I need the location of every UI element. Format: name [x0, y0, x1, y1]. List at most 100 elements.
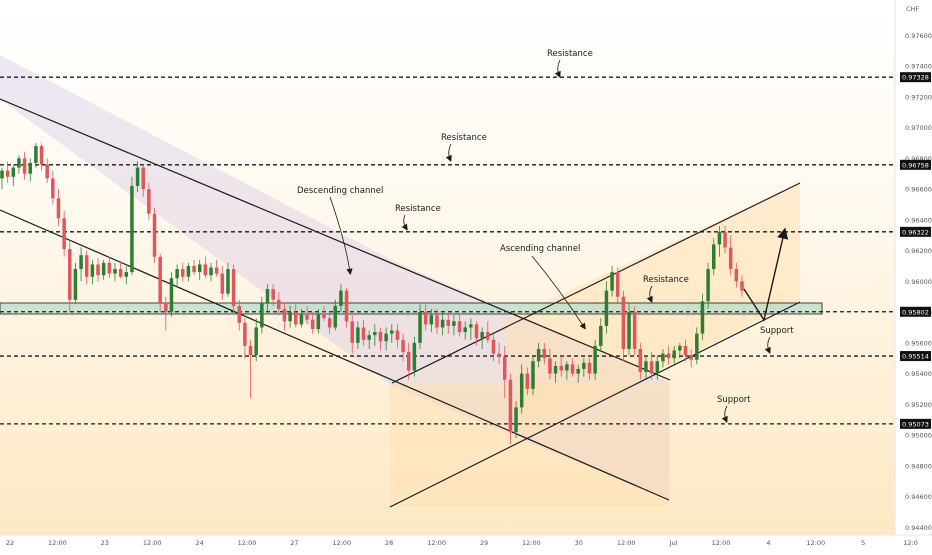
candle: [5, 161, 10, 183]
candle-body: [700, 301, 705, 334]
projection-arrow: [743, 227, 789, 322]
candle: [378, 327, 383, 351]
time-axis[interactable]: 22 12:00 23 12:00 24 12:00 27 12:00 28 12:00 29 12:…: [6, 539, 918, 547]
candle-body: [56, 198, 61, 219]
price-tick-label: 0.94600: [905, 493, 932, 501]
candle-body: [293, 312, 298, 325]
candle-body: [113, 269, 117, 274]
candle: [700, 293, 705, 340]
candle: [220, 265, 225, 300]
candle-body: [79, 255, 83, 270]
candle: [412, 336, 417, 377]
candle-body: [599, 325, 603, 346]
candle-body: [243, 322, 247, 346]
candle-body: [384, 333, 388, 342]
candle: [181, 262, 185, 282]
candle-body: [101, 262, 106, 276]
candle-body: [638, 348, 643, 373]
candle: [502, 345, 507, 399]
candle-body: [220, 273, 225, 294]
level-price-label: 0.96758: [902, 161, 929, 169]
candle-body: [587, 362, 592, 374]
time-tick-label: 12:00: [238, 539, 257, 547]
candle-body: [356, 327, 360, 343]
candle: [84, 250, 89, 285]
candle-body: [214, 267, 219, 274]
candle-body: [627, 312, 631, 349]
candle-body: [84, 255, 89, 277]
candle-body: [463, 327, 467, 333]
candlestick-series: [0, 142, 744, 445]
candle-body: [34, 146, 38, 163]
candle: [565, 361, 569, 380]
candle: [435, 309, 439, 334]
candle-body: [593, 345, 597, 374]
level-price-tag: [900, 351, 931, 362]
candle-body: [226, 269, 230, 294]
time-tick-label: 27: [290, 539, 298, 547]
price-tick-label: 0.96000: [905, 278, 932, 286]
candle-body: [519, 373, 524, 408]
candle: [480, 327, 484, 349]
candle-body: [604, 290, 609, 326]
candle-body: [418, 312, 422, 343]
candle: [51, 170, 55, 205]
candle-body: [5, 170, 10, 177]
candle-body: [62, 218, 66, 250]
candle-body: [378, 332, 383, 342]
candle-body: [231, 269, 236, 306]
candle: [350, 315, 354, 354]
candle: [474, 321, 479, 346]
candle-body: [514, 407, 518, 432]
time-tick-label: 30: [575, 539, 583, 547]
price-tick-label: 0.95000: [905, 432, 932, 440]
candle-body: [316, 313, 321, 329]
candle-body: [706, 269, 710, 302]
candle-body: [548, 358, 552, 374]
candle: [56, 189, 61, 226]
ascending-channel-label: Ascending channel: [500, 244, 580, 254]
time-tick-label: 12:00: [427, 539, 446, 547]
candle-body: [678, 345, 682, 351]
candle-body: [186, 265, 191, 277]
candle-body: [68, 249, 72, 300]
candle: [491, 333, 496, 362]
level-price-label: 0.95802: [902, 308, 929, 316]
resistance-pointer-2: [445, 143, 452, 162]
candle-body: [175, 269, 179, 279]
candle-body: [90, 264, 95, 277]
candle: [237, 299, 242, 331]
candle: [17, 155, 21, 174]
candle: [0, 167, 4, 190]
candle: [101, 259, 106, 280]
candle-body: [734, 269, 739, 282]
time-tick-label: 12:00: [143, 539, 162, 547]
candle: [90, 259, 95, 285]
candle-body: [164, 302, 168, 313]
descending-channel-label: Descending channel: [297, 186, 383, 196]
candle: [243, 318, 247, 359]
candle: [712, 238, 716, 276]
candle-body: [158, 256, 162, 303]
price-axis[interactable]: 0.97600 0.97400 0.97200 0.97000 0.96800 0.966…: [900, 32, 932, 532]
candle-body: [723, 232, 727, 248]
descending-channel-pointer: [329, 196, 353, 276]
candle: [587, 358, 592, 380]
candle-body: [610, 272, 614, 291]
candle: [519, 364, 524, 414]
support-label-2: Support: [717, 395, 751, 405]
candle: [231, 264, 236, 313]
candle: [339, 284, 343, 313]
candle: [277, 292, 281, 316]
candle: [214, 259, 219, 277]
candle-body: [632, 312, 637, 349]
candle: [548, 348, 552, 380]
time-tick-label: 12:00: [332, 539, 351, 547]
resistance-label-2: Resistance: [441, 133, 487, 143]
candle: [175, 264, 179, 288]
candle-body: [237, 305, 242, 323]
candle-body: [141, 167, 145, 190]
resistance-label-4: Resistance: [643, 275, 689, 285]
candle: [11, 164, 16, 187]
